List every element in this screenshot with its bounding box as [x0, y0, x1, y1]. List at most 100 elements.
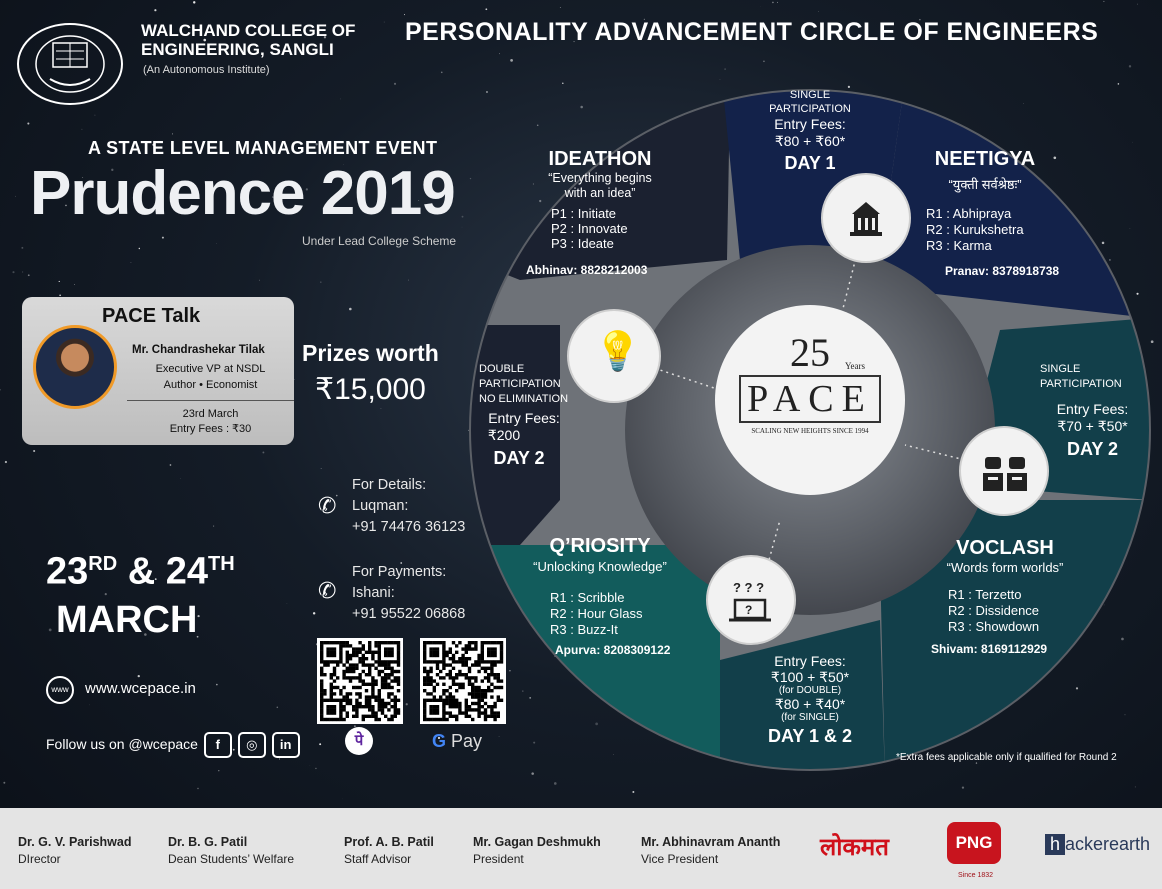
- phone-icon: ✆: [318, 578, 337, 603]
- day12-l4: ₹80 + ₹40*: [774, 696, 846, 712]
- day2-double-block: DOUBLE PARTICIPATION NO ELIMINATION: [479, 362, 579, 407]
- day12-fee-block: Entry Fees: ₹100 + ₹50* (for DOUBLE) ₹80…: [740, 653, 880, 749]
- voclash-contact: Shivam: 8169112929: [931, 642, 1048, 656]
- day2-double-fees: Entry Fees: ₹200 DAY 2: [474, 410, 574, 472]
- day2s-l3: Entry Fees:: [1056, 401, 1129, 417]
- voclash-round2: R2 : Dissidence: [948, 603, 1040, 618]
- neetigya-rounds: R1 : Abhipraya R2 : Kurukshetra R3 : Kar…: [926, 206, 1024, 254]
- date-month: MARCH: [56, 598, 198, 641]
- date-day1: 23: [46, 550, 89, 593]
- hackerearth-logo: h ackerearth: [1045, 834, 1150, 855]
- college-name-line2: ENGINEERING, SANGLI: [141, 40, 334, 59]
- prizes-label: Prizes worth: [302, 340, 439, 366]
- lightbulb-icon: 💡: [594, 331, 642, 373]
- divider: [127, 400, 294, 401]
- voclash-rounds: R1 : Terzetto R2 : Dissidence R3 : Showd…: [948, 587, 1039, 635]
- neetigya-round2: R2 : Kurukshetra: [926, 222, 1024, 237]
- footer-role-2: Dean Students’ Welfare: [168, 852, 295, 866]
- website-link[interactable]: www.wcepace.in: [85, 680, 196, 697]
- day2s-l2: PARTICIPATION: [1040, 378, 1122, 390]
- pace-talk-card: PACE Talk Mr. Chandrashekar Tilak Execut…: [22, 297, 294, 445]
- speaker-photo: [33, 325, 117, 409]
- day12-l5: (for SINGLE): [781, 712, 839, 723]
- speaker-tags: Author • Economist: [163, 379, 258, 391]
- day12-l1: Entry Fees:: [774, 653, 846, 669]
- gpay-logo: G Pay: [432, 731, 482, 752]
- hackerearth-text: ackerearth: [1065, 834, 1151, 854]
- facebook-icon[interactable]: f: [203, 732, 232, 758]
- follow-us: Follow us on @wcepace f ◎ in: [46, 732, 300, 758]
- payments-phone[interactable]: +91 95522 06868: [352, 606, 466, 622]
- segment-ideathon: [470, 90, 730, 280]
- payments-name: Ishani:: [352, 585, 395, 601]
- ideathon-round1: P1 : Initiate: [551, 206, 617, 221]
- voclash-title: VOCLASH: [956, 537, 1054, 559]
- day1-l1: SINGLE: [789, 89, 831, 101]
- details-name: Luqman:: [352, 498, 409, 514]
- gpay-qr-code[interactable]: [420, 638, 506, 724]
- web-icon: www: [46, 676, 74, 704]
- ideathon-block: IDEATHON “Everything begins with an idea…: [510, 147, 690, 201]
- linkedin-icon[interactable]: in: [271, 732, 300, 758]
- footer: Dr. G. V. Parishwad DIrector Dr. B. G. P…: [0, 808, 1162, 889]
- date-day2: 24: [165, 550, 209, 593]
- day2-single-block: SINGLE PARTICIPATION: [1040, 362, 1155, 392]
- details-phone[interactable]: +91 74476 36123: [352, 519, 466, 535]
- day2d-l5: ₹200: [487, 427, 521, 443]
- date-sup2: TH: [208, 553, 235, 575]
- details-label: For Details:: [352, 477, 427, 493]
- neetigya-title: NEETIGYA: [934, 148, 1036, 170]
- day2s-l4: ₹70 + ₹50*: [1057, 418, 1128, 434]
- voclash-block: VOCLASH “Words form worlds”: [920, 536, 1090, 575]
- phonepe-logo: पे: [345, 727, 373, 755]
- follow-text: Follow us on @wcepace: [46, 736, 198, 752]
- ideathon-round2: P2 : Innovate: [551, 221, 628, 236]
- footer-role-3: Staff Advisor: [344, 852, 412, 866]
- ideathon-quote: “Everything begins: [548, 171, 652, 185]
- neetigya-quote: “युक्ती सर्वश्रेष्ठः”: [948, 177, 1022, 192]
- neetigya-block: NEETIGYA “युक्ती सर्वश्रेष्ठः”: [905, 147, 1065, 193]
- page-title: PERSONALITY ADVANCEMENT CIRCLE OF ENGINE…: [405, 18, 1099, 46]
- quiz-laptop-icon: ? ? ? ?: [729, 580, 771, 622]
- png-since: Since 1832: [958, 872, 994, 879]
- speaker-name: Mr. Chandrashekar Tilak: [132, 344, 265, 356]
- payments-contact: For Payments: Ishani: +91 95522 06868: [352, 562, 465, 625]
- date-amp: &: [127, 550, 156, 593]
- phonepe-qr-code[interactable]: [317, 638, 403, 724]
- qriosity-rounds: R1 : Scribble R2 : Hour Glass R3 : Buzz-…: [550, 590, 642, 638]
- talk-fees: Entry Fees : ₹30: [169, 423, 252, 435]
- ideathon-round3: P3 : Ideate: [551, 236, 614, 251]
- qriosity-round2: R2 : Hour Glass: [550, 606, 643, 621]
- png-logo: PNG: [947, 822, 1001, 864]
- qriosity-round1: R1 : Scribble: [550, 590, 625, 605]
- neetigya-round3: R3 : Karma: [926, 238, 992, 253]
- date-sup1: RD: [88, 553, 118, 575]
- voclash-quote: “Words form worlds”: [946, 560, 1064, 575]
- fees-note: *Extra fees applicable only if qualified…: [896, 752, 1117, 763]
- segment-day12: [720, 620, 885, 770]
- ideathon-title: IDEATHON: [548, 148, 652, 170]
- debate-podium-icon: [983, 457, 1027, 491]
- instagram-icon[interactable]: ◎: [237, 732, 266, 758]
- day2s-label: DAY 2: [1066, 439, 1119, 459]
- college-name-line1: WALCHAND COLLEGE OF: [141, 21, 356, 40]
- footer-name-4: Mr. Gagan Deshmukh: [473, 835, 601, 849]
- voclash-round3: R3 : Showdown: [948, 619, 1040, 634]
- payments-label: For Payments:: [352, 564, 447, 580]
- pace-talk-title: PACE Talk: [102, 305, 201, 327]
- neetigya-round1: R1 : Abhipraya: [926, 206, 1012, 221]
- pace-wordmark: PACE: [739, 375, 881, 423]
- qriosity-block: Q’RIOSITY “Unlocking Knowledge”: [500, 534, 700, 576]
- day1-l2: PARTICIPATION: [769, 103, 851, 115]
- day2d-label: DAY 2: [493, 448, 545, 468]
- pace-logo: 25 Years PACE SCALING NEW HEIGHTS SINCE …: [715, 333, 905, 435]
- footer-name-5: Mr. Abhinavram Ananth: [641, 835, 781, 849]
- event-name: Prudence 2019: [30, 159, 456, 228]
- event-scheme: Under Lead College Scheme: [302, 234, 457, 248]
- day1-l4: ₹80 + ₹60*: [774, 133, 846, 149]
- voclash-round1: R1 : Terzetto: [948, 587, 1022, 602]
- footer-role-4: President: [473, 852, 524, 866]
- day2s-l1: SINGLE: [1040, 363, 1081, 375]
- lokmat-logo: लोकमत: [820, 834, 889, 861]
